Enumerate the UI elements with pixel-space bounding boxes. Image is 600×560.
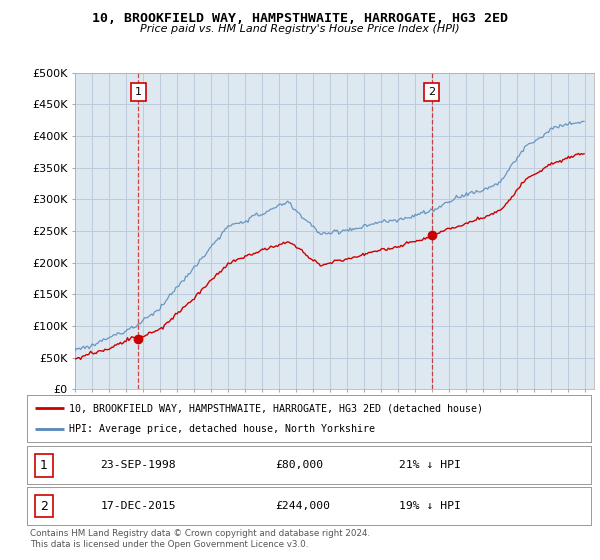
Text: 19% ↓ HPI: 19% ↓ HPI (399, 501, 461, 511)
Text: Price paid vs. HM Land Registry's House Price Index (HPI): Price paid vs. HM Land Registry's House … (140, 24, 460, 34)
Text: 10, BROOKFIELD WAY, HAMPSTHWAITE, HARROGATE, HG3 2ED (detached house): 10, BROOKFIELD WAY, HAMPSTHWAITE, HARROG… (70, 403, 484, 413)
Text: 17-DEC-2015: 17-DEC-2015 (100, 501, 176, 511)
Text: 2: 2 (428, 87, 435, 97)
Text: Contains HM Land Registry data © Crown copyright and database right 2024.
This d: Contains HM Land Registry data © Crown c… (30, 529, 370, 549)
Text: 2: 2 (40, 500, 48, 513)
Text: HPI: Average price, detached house, North Yorkshire: HPI: Average price, detached house, Nort… (70, 424, 376, 434)
Text: 23-SEP-1998: 23-SEP-1998 (100, 460, 176, 470)
Text: £80,000: £80,000 (275, 460, 323, 470)
Text: 1: 1 (135, 87, 142, 97)
Text: 21% ↓ HPI: 21% ↓ HPI (399, 460, 461, 470)
Text: 1: 1 (40, 459, 48, 472)
Text: £244,000: £244,000 (275, 501, 330, 511)
Text: 10, BROOKFIELD WAY, HAMPSTHWAITE, HARROGATE, HG3 2ED: 10, BROOKFIELD WAY, HAMPSTHWAITE, HARROG… (92, 12, 508, 25)
